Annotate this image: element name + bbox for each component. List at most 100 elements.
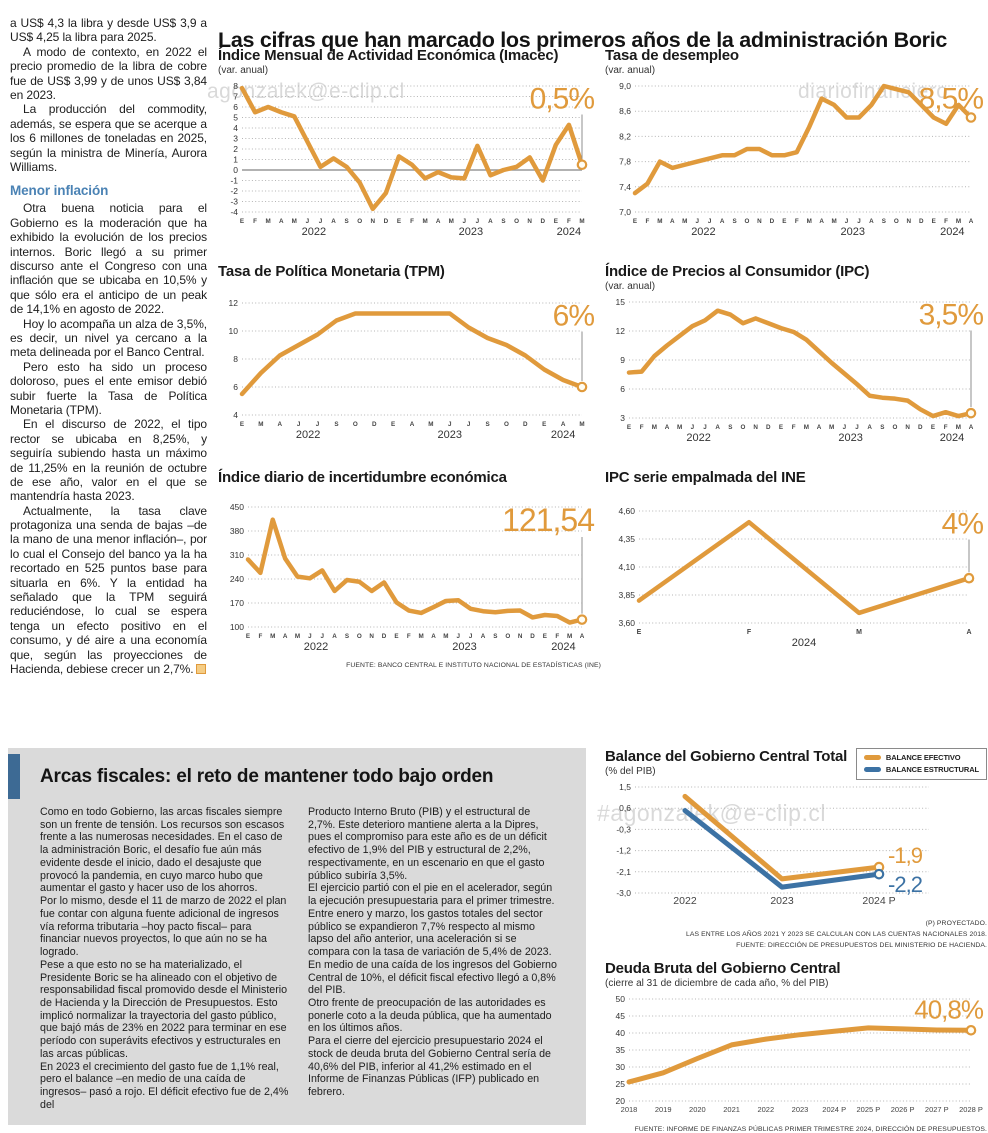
svg-text:3,85: 3,85: [618, 590, 635, 600]
svg-text:M: M: [428, 421, 433, 428]
svg-text:N: N: [370, 218, 375, 225]
svg-text:A: A: [817, 424, 822, 431]
legend-item-efectivo: BALANCE EFECTIVO: [863, 753, 979, 762]
balance-legend: BALANCE EFECTIVO BALANCE ESTRUCTURAL: [855, 748, 987, 780]
svg-text:4,35: 4,35: [618, 534, 635, 544]
svg-text:F: F: [795, 218, 799, 225]
svg-text:8: 8: [233, 81, 238, 91]
deuda-chart-block: Deuda Bruta del Gobierno Central (cierre…: [605, 960, 987, 1133]
svg-text:15: 15: [616, 297, 626, 307]
svg-text:310: 310: [230, 550, 244, 560]
svg-text:J: J: [467, 421, 471, 428]
svg-text:M: M: [579, 421, 584, 428]
svg-text:2023: 2023: [792, 1105, 809, 1114]
incertidumbre-chart-source: FUENTE: BANCO CENTRAL E INSTITUTO NACION…: [346, 662, 601, 669]
fiscal-box: Arcas fiscales: el reto de mantener todo…: [8, 748, 586, 1125]
svg-text:M: M: [292, 218, 297, 225]
svg-text:-4: -4: [230, 207, 238, 217]
svg-text:8,6: 8,6: [619, 106, 631, 116]
svg-text:3: 3: [620, 413, 625, 423]
svg-text:1: 1: [233, 155, 238, 165]
svg-text:F: F: [944, 424, 948, 431]
svg-text:380: 380: [230, 526, 244, 536]
svg-text:2026 P: 2026 P: [891, 1105, 915, 1114]
svg-text:E: E: [542, 421, 546, 428]
svg-text:M: M: [579, 218, 584, 225]
svg-text:A: A: [561, 421, 566, 428]
svg-text:A: A: [279, 218, 284, 225]
svg-text:M: M: [266, 218, 271, 225]
svg-text:9,0: 9,0: [619, 81, 631, 91]
svg-text:2025 P: 2025 P: [857, 1105, 881, 1114]
svg-text:7,4: 7,4: [619, 182, 631, 192]
svg-text:A: A: [431, 633, 436, 640]
desempleo-chart-block: Tasa de desempleo (var. anual) 9,0 8,6 8,2…: [605, 47, 988, 245]
svg-text:0,6: 0,6: [619, 803, 631, 813]
svg-text:S: S: [493, 633, 497, 640]
article-paragraph: Actualmente, la tasa clave protagoniza u…: [10, 503, 207, 676]
svg-text:A: A: [867, 424, 872, 431]
svg-text:N: N: [905, 424, 910, 431]
svg-text:M: M: [831, 218, 836, 225]
svg-text:2022: 2022: [691, 226, 715, 238]
svg-text:N: N: [757, 218, 762, 225]
svg-text:J: J: [469, 633, 473, 640]
svg-text:2022: 2022: [304, 641, 328, 653]
svg-text:E: E: [240, 218, 244, 225]
article-subheading: Menor inflación: [10, 183, 109, 199]
svg-text:F: F: [555, 633, 559, 640]
svg-text:E: E: [931, 424, 935, 431]
svg-text:M: M: [449, 218, 454, 225]
svg-text:8,2: 8,2: [619, 131, 631, 141]
svg-text:A: A: [969, 218, 974, 225]
imacec-chart-title: Índice Mensual de Actividad Económica (I…: [218, 47, 559, 64]
svg-text:J: J: [695, 218, 699, 225]
svg-text:-2,2: -2,2: [888, 872, 923, 897]
svg-text:2020: 2020: [689, 1105, 706, 1114]
box-paragraph: Producto Interno Bruto (PIB) y el estruc…: [308, 806, 547, 882]
svg-text:0: 0: [233, 165, 238, 175]
svg-text:M: M: [419, 633, 424, 640]
svg-text:1,5: 1,5: [619, 782, 631, 792]
svg-text:E: E: [627, 424, 631, 431]
svg-text:D: D: [540, 218, 545, 225]
svg-text:-3,0: -3,0: [616, 888, 631, 898]
incertidumbre-chart-title: Índice diario de incertidumbre económica: [218, 469, 507, 486]
desempleo-chart-subtitle: (var. anual): [605, 65, 656, 76]
svg-text:A: A: [488, 218, 493, 225]
svg-text:J: J: [476, 218, 480, 225]
svg-text:E: E: [779, 424, 783, 431]
svg-text:2023: 2023: [838, 432, 862, 444]
svg-text:F: F: [407, 633, 411, 640]
box-paragraph: El ejercicio partió con el pie en el ace…: [308, 882, 555, 959]
svg-text:4,10: 4,10: [618, 562, 635, 572]
svg-text:3,60: 3,60: [618, 618, 635, 628]
svg-text:J: J: [843, 424, 847, 431]
article-paragraph: A modo de contexto, en 2022 el precio pr…: [10, 44, 207, 102]
svg-text:6: 6: [233, 382, 238, 392]
svg-text:M: M: [270, 633, 275, 640]
article-paragraph: Otra buena noticia para el Gobierno es l…: [10, 201, 207, 317]
svg-text:D: D: [523, 421, 528, 428]
desempleo-chart-title: Tasa de desempleo: [605, 47, 739, 64]
svg-text:A: A: [819, 218, 824, 225]
svg-text:-0,3: -0,3: [616, 824, 631, 834]
svg-text:A: A: [715, 424, 720, 431]
svg-text:M: M: [829, 424, 834, 431]
svg-text:2: 2: [233, 144, 238, 154]
ipc-ine-chart: 4,60 4,35 4,10 3,85 3,60E F M A 2024 4%: [618, 506, 984, 649]
deuda-chart-title: Deuda Bruta del Gobierno Central: [605, 959, 841, 977]
estructural-swatch-icon: [863, 767, 881, 772]
svg-text:O: O: [514, 218, 519, 225]
svg-text:J: J: [857, 218, 861, 225]
article-paragraph: Hoy lo acompaña un alza de 3,5%, es deci…: [10, 316, 207, 360]
efectivo-swatch-icon: [863, 755, 881, 760]
article-paragraph: La producción del commodity, además, se …: [10, 102, 207, 174]
imacec-chart-subtitle: (var. anual): [218, 65, 269, 76]
svg-text:E: E: [391, 421, 395, 428]
svg-text:2023: 2023: [770, 895, 794, 907]
svg-text:30: 30: [616, 1062, 626, 1072]
svg-text:S: S: [732, 218, 736, 225]
svg-text:M: M: [295, 633, 300, 640]
